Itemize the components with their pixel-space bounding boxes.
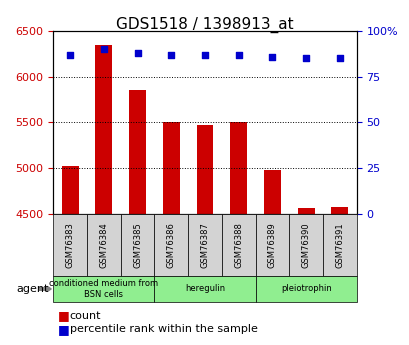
Point [134,50,141,56]
Text: GSM76388: GSM76388 [234,222,243,268]
Point [168,52,174,58]
Text: agent: agent [16,284,49,294]
Point [302,56,309,61]
Text: GSM76389: GSM76389 [267,222,276,268]
Text: percentile rank within the sample: percentile rank within the sample [70,325,257,334]
Bar [95,45,112,214]
Text: GSM76383: GSM76383 [65,222,74,268]
Bar [62,166,79,214]
Bar [129,90,146,214]
Bar [263,170,280,214]
Point [100,47,107,52]
Point [268,54,275,59]
Text: count: count [70,311,101,321]
Point [336,56,342,61]
Text: ■: ■ [57,323,69,336]
Text: GSM76385: GSM76385 [133,222,142,268]
Text: heregulin: heregulin [184,284,225,294]
Text: GSM76386: GSM76386 [166,222,175,268]
Text: GSM76391: GSM76391 [335,222,344,268]
Point [201,52,208,58]
Text: GDS1518 / 1398913_at: GDS1518 / 1398913_at [116,17,293,33]
Text: pleiotrophin: pleiotrophin [280,284,331,294]
Bar [162,122,179,214]
Point [67,52,73,58]
Bar [196,125,213,214]
Text: GSM76387: GSM76387 [200,222,209,268]
Text: conditioned medium from
BSN cells: conditioned medium from BSN cells [49,279,158,299]
Text: ■: ■ [57,309,69,322]
Text: GSM76384: GSM76384 [99,222,108,268]
Bar [330,207,347,214]
Text: GSM76390: GSM76390 [301,222,310,268]
Point [235,52,241,58]
Bar [297,208,314,214]
Bar [230,122,247,214]
